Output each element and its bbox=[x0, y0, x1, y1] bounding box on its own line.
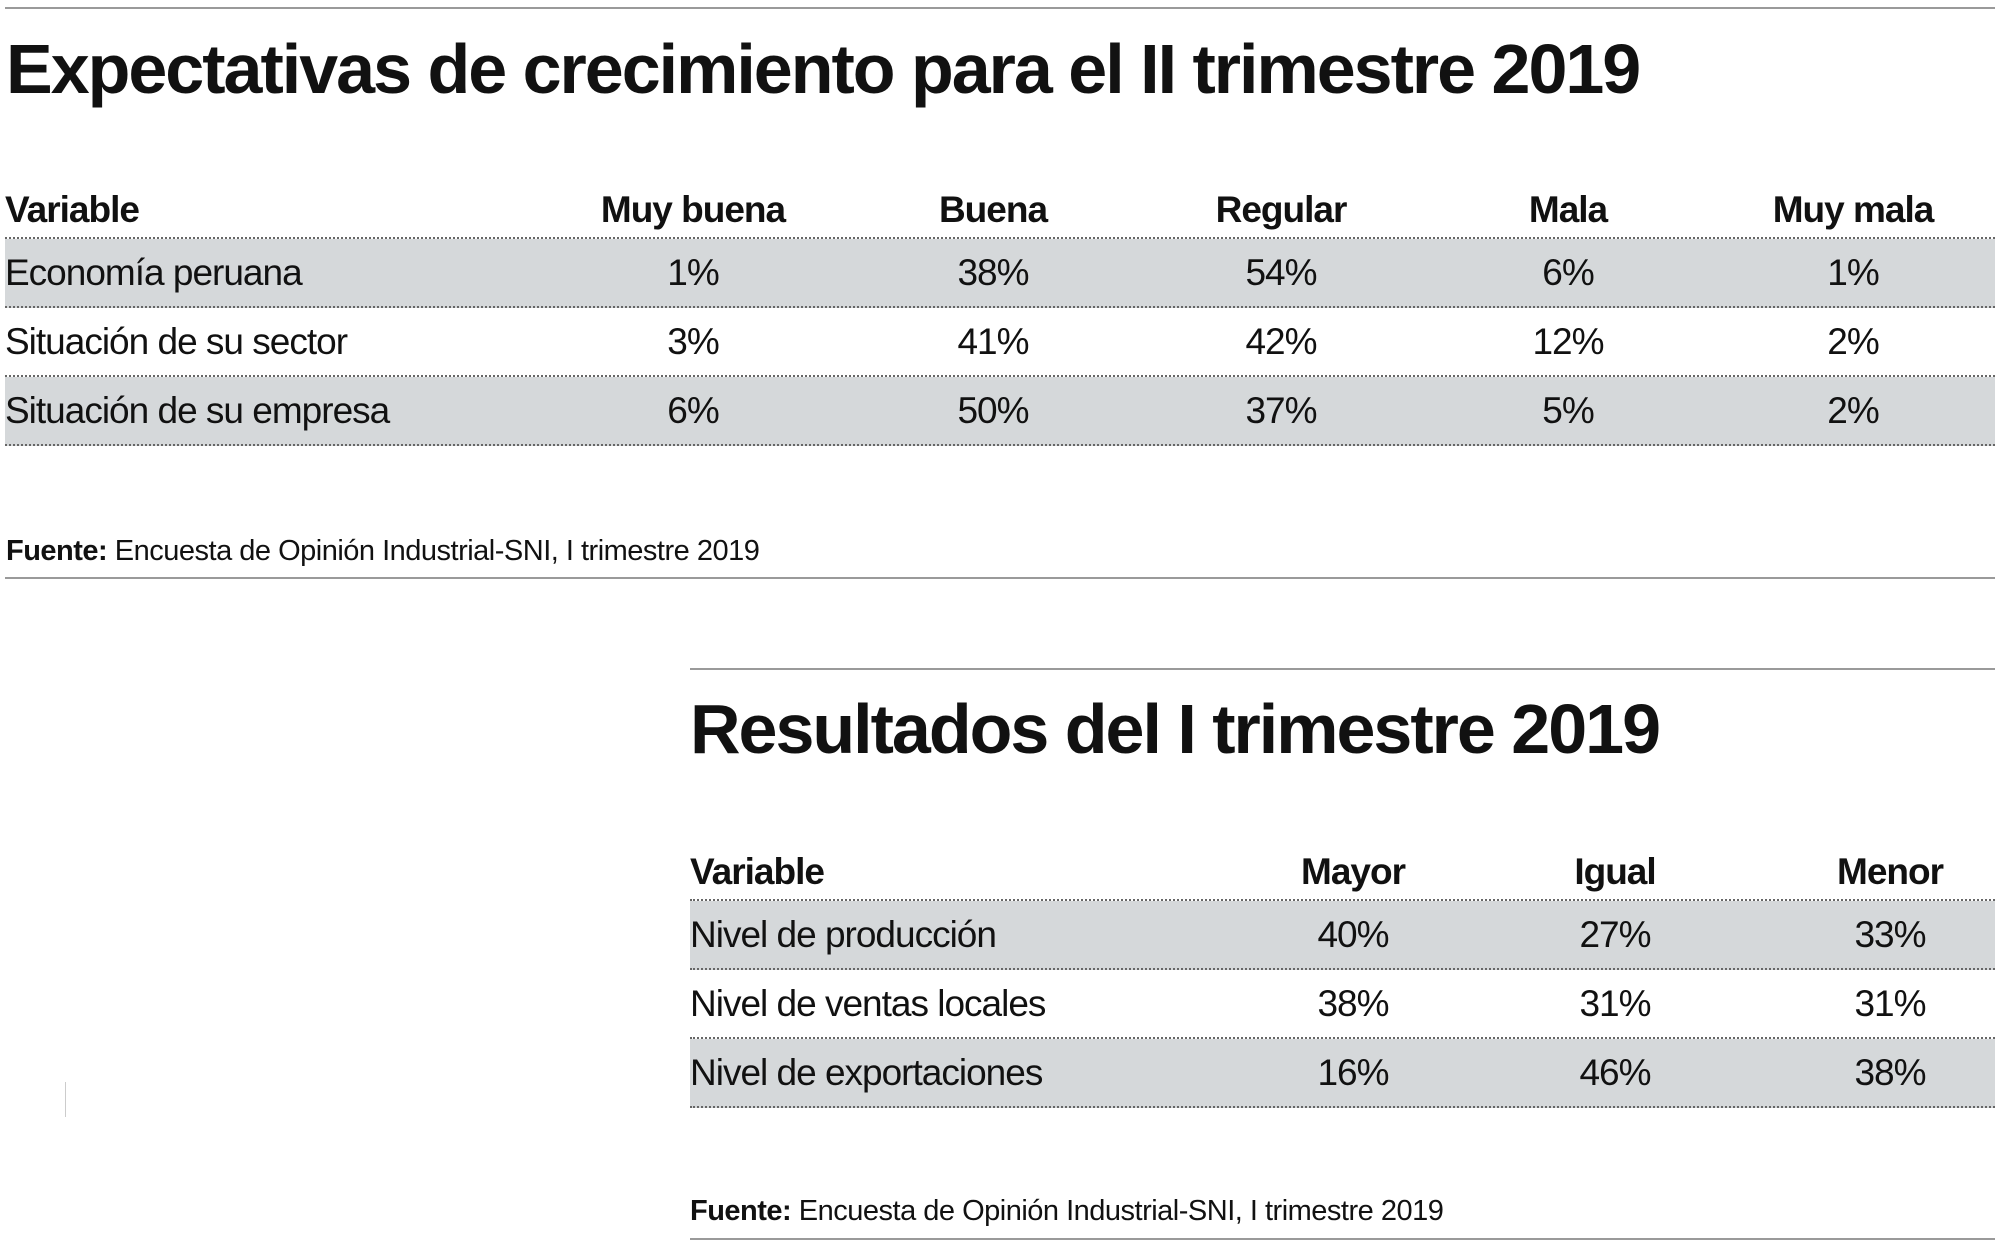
column-header: Muy mala bbox=[1772, 189, 1935, 230]
value-cell: 2% bbox=[1827, 320, 1879, 362]
value-cell: 5% bbox=[1542, 389, 1594, 431]
column-header: Mayor bbox=[1301, 851, 1406, 892]
value-cell: 1% bbox=[667, 251, 719, 293]
value-cell: 31% bbox=[1579, 982, 1651, 1024]
table-row: Nivel de producción 40% 27% 33% bbox=[690, 901, 1995, 970]
table-row: Economía peruana 1% 38% 54% 6% 1% bbox=[5, 239, 1995, 308]
value-cell: 31% bbox=[1854, 982, 1926, 1024]
value-cell: 38% bbox=[1317, 982, 1389, 1024]
value-cell: 12% bbox=[1532, 320, 1604, 362]
value-cell: 40% bbox=[1317, 913, 1389, 955]
top-rule bbox=[5, 7, 1995, 9]
value-cell: 16% bbox=[1317, 1051, 1389, 1093]
value-cell: 6% bbox=[1542, 251, 1594, 293]
column-header: Buena bbox=[938, 189, 1048, 230]
column-header: Variable bbox=[5, 189, 140, 230]
value-cell: 3% bbox=[667, 320, 719, 362]
variable-cell: Situación de su sector bbox=[5, 320, 348, 362]
variable-cell: Situación de su empresa bbox=[5, 389, 390, 431]
variable-cell: Economía peruana bbox=[5, 251, 303, 293]
table2-source: Fuente: Encuesta de Opinión Industrial-S… bbox=[690, 1195, 1444, 1228]
value-cell: 54% bbox=[1245, 251, 1317, 293]
value-cell: 1% bbox=[1827, 251, 1879, 293]
table-row: Nivel de ventas locales 38% 31% 31% bbox=[690, 970, 1995, 1039]
table2-top-rule bbox=[690, 668, 1995, 670]
table-row: Nivel de exportaciones 16% 46% 38% bbox=[690, 1039, 1995, 1108]
table-row: Situación de su sector 3% 41% 42% 12% 2% bbox=[5, 308, 1995, 377]
header-divider bbox=[5, 237, 1995, 239]
source-label: Fuente: bbox=[6, 535, 108, 567]
header-divider bbox=[690, 899, 1995, 901]
value-cell: 27% bbox=[1579, 913, 1651, 955]
table1-title: Expectativas de crecimiento para el II t… bbox=[6, 30, 1641, 108]
column-header: Muy buena bbox=[600, 189, 786, 230]
source-text: Encuesta de Opinión Industrial-SNI, I tr… bbox=[798, 1195, 1444, 1227]
value-cell: 33% bbox=[1854, 913, 1926, 955]
value-cell: 37% bbox=[1245, 389, 1317, 431]
table-row: Situación de su empresa 6% 50% 37% 5% 2% bbox=[5, 377, 1995, 446]
table1-bottom-rule bbox=[5, 577, 1995, 579]
column-header: Mala bbox=[1528, 189, 1608, 230]
value-cell: 2% bbox=[1827, 389, 1879, 431]
value-cell: 38% bbox=[957, 251, 1029, 293]
value-cell: 46% bbox=[1579, 1051, 1651, 1093]
expectations-table: Variable Muy buena Buena Regular Mala Muy mal… bbox=[5, 189, 1995, 450]
table1-source: Fuente: Encuesta de Opinión Industrial-S… bbox=[6, 535, 760, 568]
column-header: Regular bbox=[1215, 189, 1348, 230]
table2-title: Resultados del I trimestre 2019 bbox=[690, 690, 1661, 768]
value-cell: 50% bbox=[957, 389, 1029, 431]
column-header: Variable bbox=[690, 851, 825, 892]
value-cell: 6% bbox=[667, 389, 719, 431]
stray-mark bbox=[65, 1082, 66, 1117]
variable-cell: Nivel de exportaciones bbox=[690, 1051, 1043, 1093]
results-table: Variable Mayor Igual Menor Nivel de producci… bbox=[690, 851, 1995, 1112]
source-text: Encuesta de Opinión Industrial-SNI, I tr… bbox=[114, 535, 760, 567]
value-cell: 41% bbox=[957, 320, 1029, 362]
source-label: Fuente: bbox=[690, 1195, 792, 1227]
value-cell: 38% bbox=[1854, 1051, 1926, 1093]
value-cell: 42% bbox=[1245, 320, 1317, 362]
column-header: Igual bbox=[1574, 851, 1656, 892]
table2-bottom-rule bbox=[690, 1238, 1995, 1240]
variable-cell: Nivel de producción bbox=[690, 913, 997, 955]
variable-cell: Nivel de ventas locales bbox=[690, 982, 1046, 1024]
header-row: Variable Muy buena Buena Regular Mala Muy mal… bbox=[5, 189, 1995, 230]
header-row: Variable Mayor Igual Menor bbox=[690, 851, 1995, 892]
column-header: Menor bbox=[1837, 851, 1944, 892]
